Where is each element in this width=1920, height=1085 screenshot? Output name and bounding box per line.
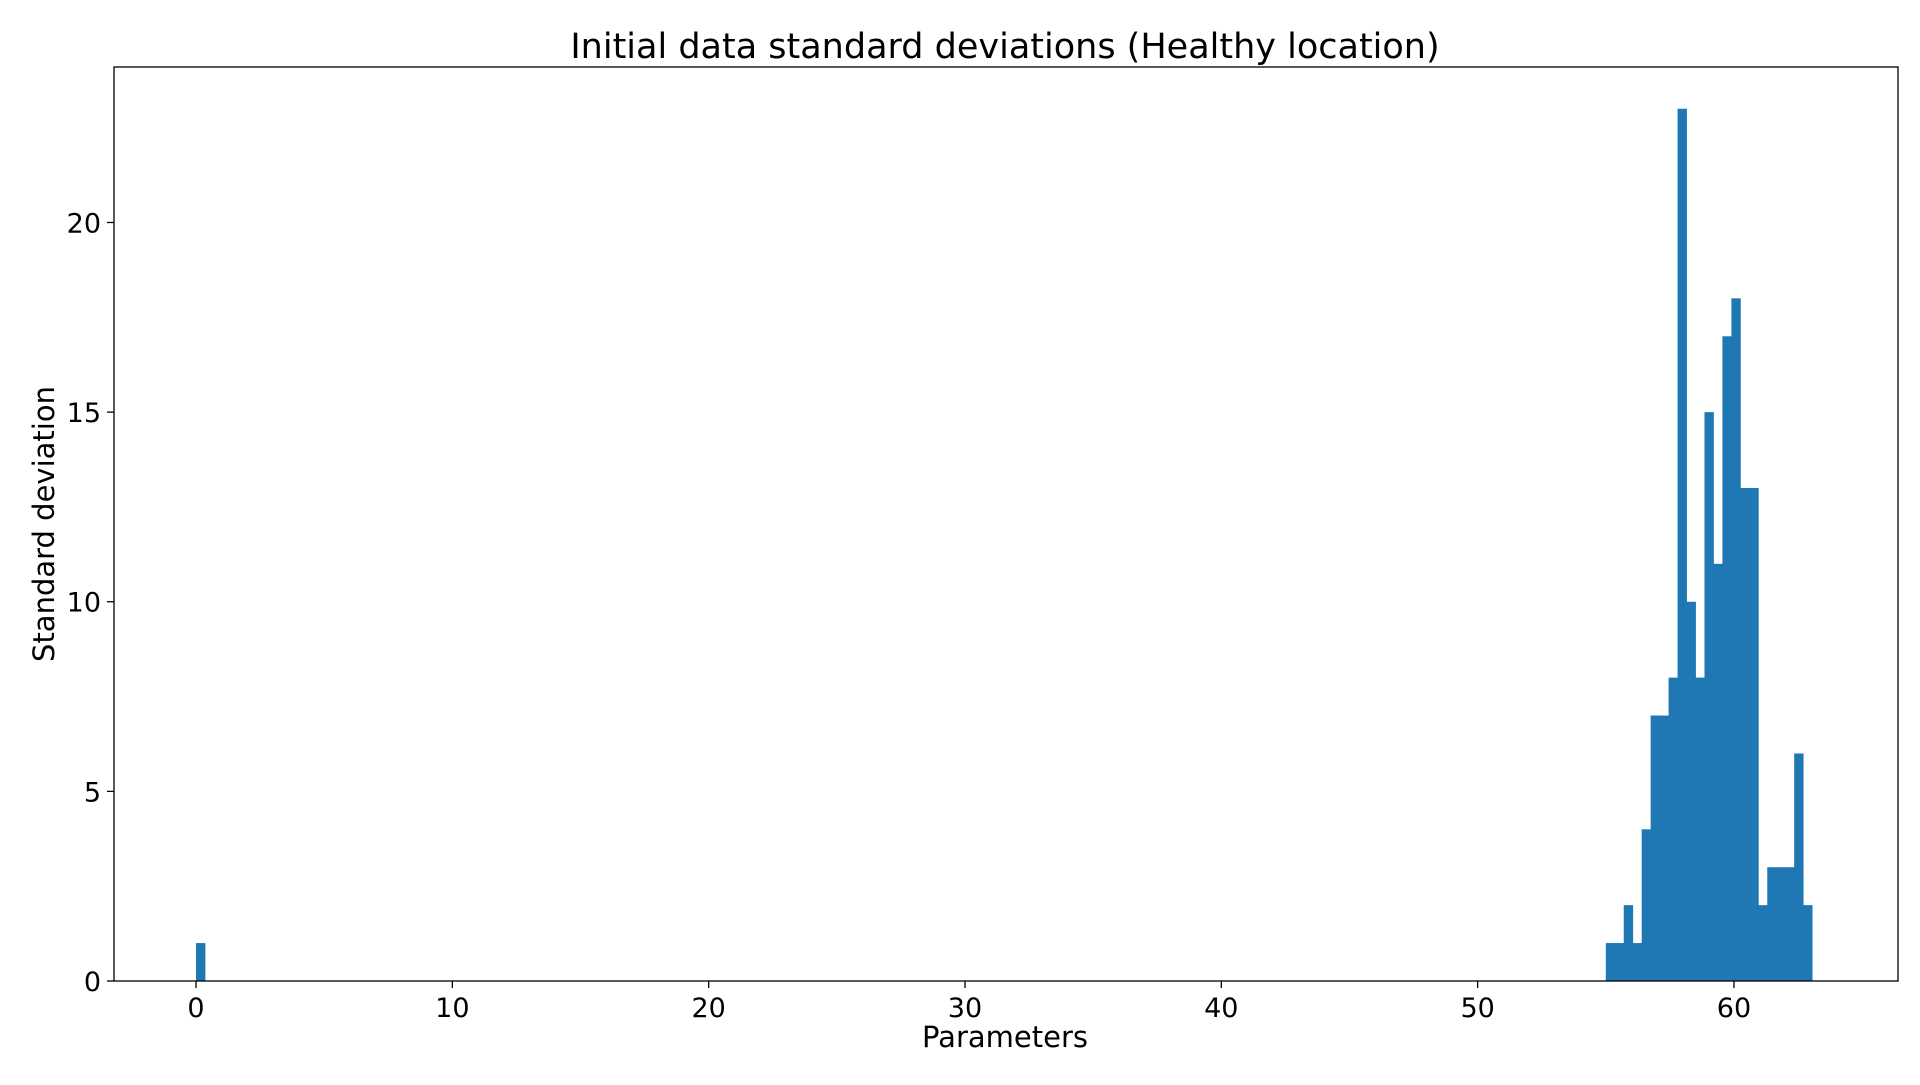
y-tick-label-15: 15 (67, 398, 101, 429)
histogram-bar-18 (1758, 905, 1768, 981)
histogram-bar-13 (1713, 563, 1723, 981)
histogram-bar-0 (196, 943, 206, 981)
histogram-bar-6 (1650, 715, 1661, 981)
y-tick-label-0: 0 (84, 967, 101, 998)
histogram-bar-17 (1749, 487, 1759, 981)
histogram-bar-9 (1677, 108, 1687, 982)
histogram-bar-15 (1731, 298, 1741, 982)
y-tick-label-20: 20 (67, 208, 101, 239)
x-tick-label-30: 30 (948, 993, 982, 1024)
x-tick-label-20: 20 (691, 993, 725, 1024)
x-axis-label: Parameters (922, 1020, 1088, 1054)
histogram-bar-16 (1740, 487, 1750, 981)
plot-frame (113, 66, 1899, 982)
histogram-bar-21 (1785, 867, 1795, 981)
histogram-bar-11 (1695, 677, 1705, 981)
histogram-bar-2 (1614, 943, 1625, 981)
y-tick-label-5: 5 (84, 777, 101, 808)
histogram-bar-23 (1803, 905, 1813, 981)
x-tick-label-60: 60 (1717, 993, 1751, 1024)
y-tick-label-10: 10 (67, 588, 101, 619)
x-tick-label-0: 0 (187, 993, 204, 1024)
histogram-bar-20 (1776, 867, 1786, 981)
histogram-bar-14 (1722, 336, 1732, 981)
x-tick-label-40: 40 (1204, 993, 1238, 1024)
y-axis-label: Standard deviation (27, 386, 61, 662)
x-tick-label-10: 10 (435, 993, 469, 1024)
histogram-bar-4 (1632, 943, 1643, 981)
chart-title: Initial data standard deviations (Health… (570, 27, 1439, 67)
x-tick-label-50: 50 (1460, 993, 1494, 1024)
histogram-bar-10 (1686, 601, 1696, 981)
histogram-bar-5 (1641, 829, 1652, 981)
histogram-bar-7 (1659, 715, 1669, 981)
histogram-bar-3 (1623, 905, 1634, 981)
histogram-bar-12 (1704, 412, 1714, 981)
histogram-bar-19 (1767, 867, 1777, 981)
histogram-bar-1 (1605, 943, 1616, 981)
histogram-bar-22 (1794, 753, 1804, 981)
ticks-layer: 0 10 20 30 40 50 60 0 5 10 15 20 (67, 208, 1751, 1024)
bars-layer (196, 108, 1813, 982)
histogram-bar-8 (1668, 677, 1678, 981)
